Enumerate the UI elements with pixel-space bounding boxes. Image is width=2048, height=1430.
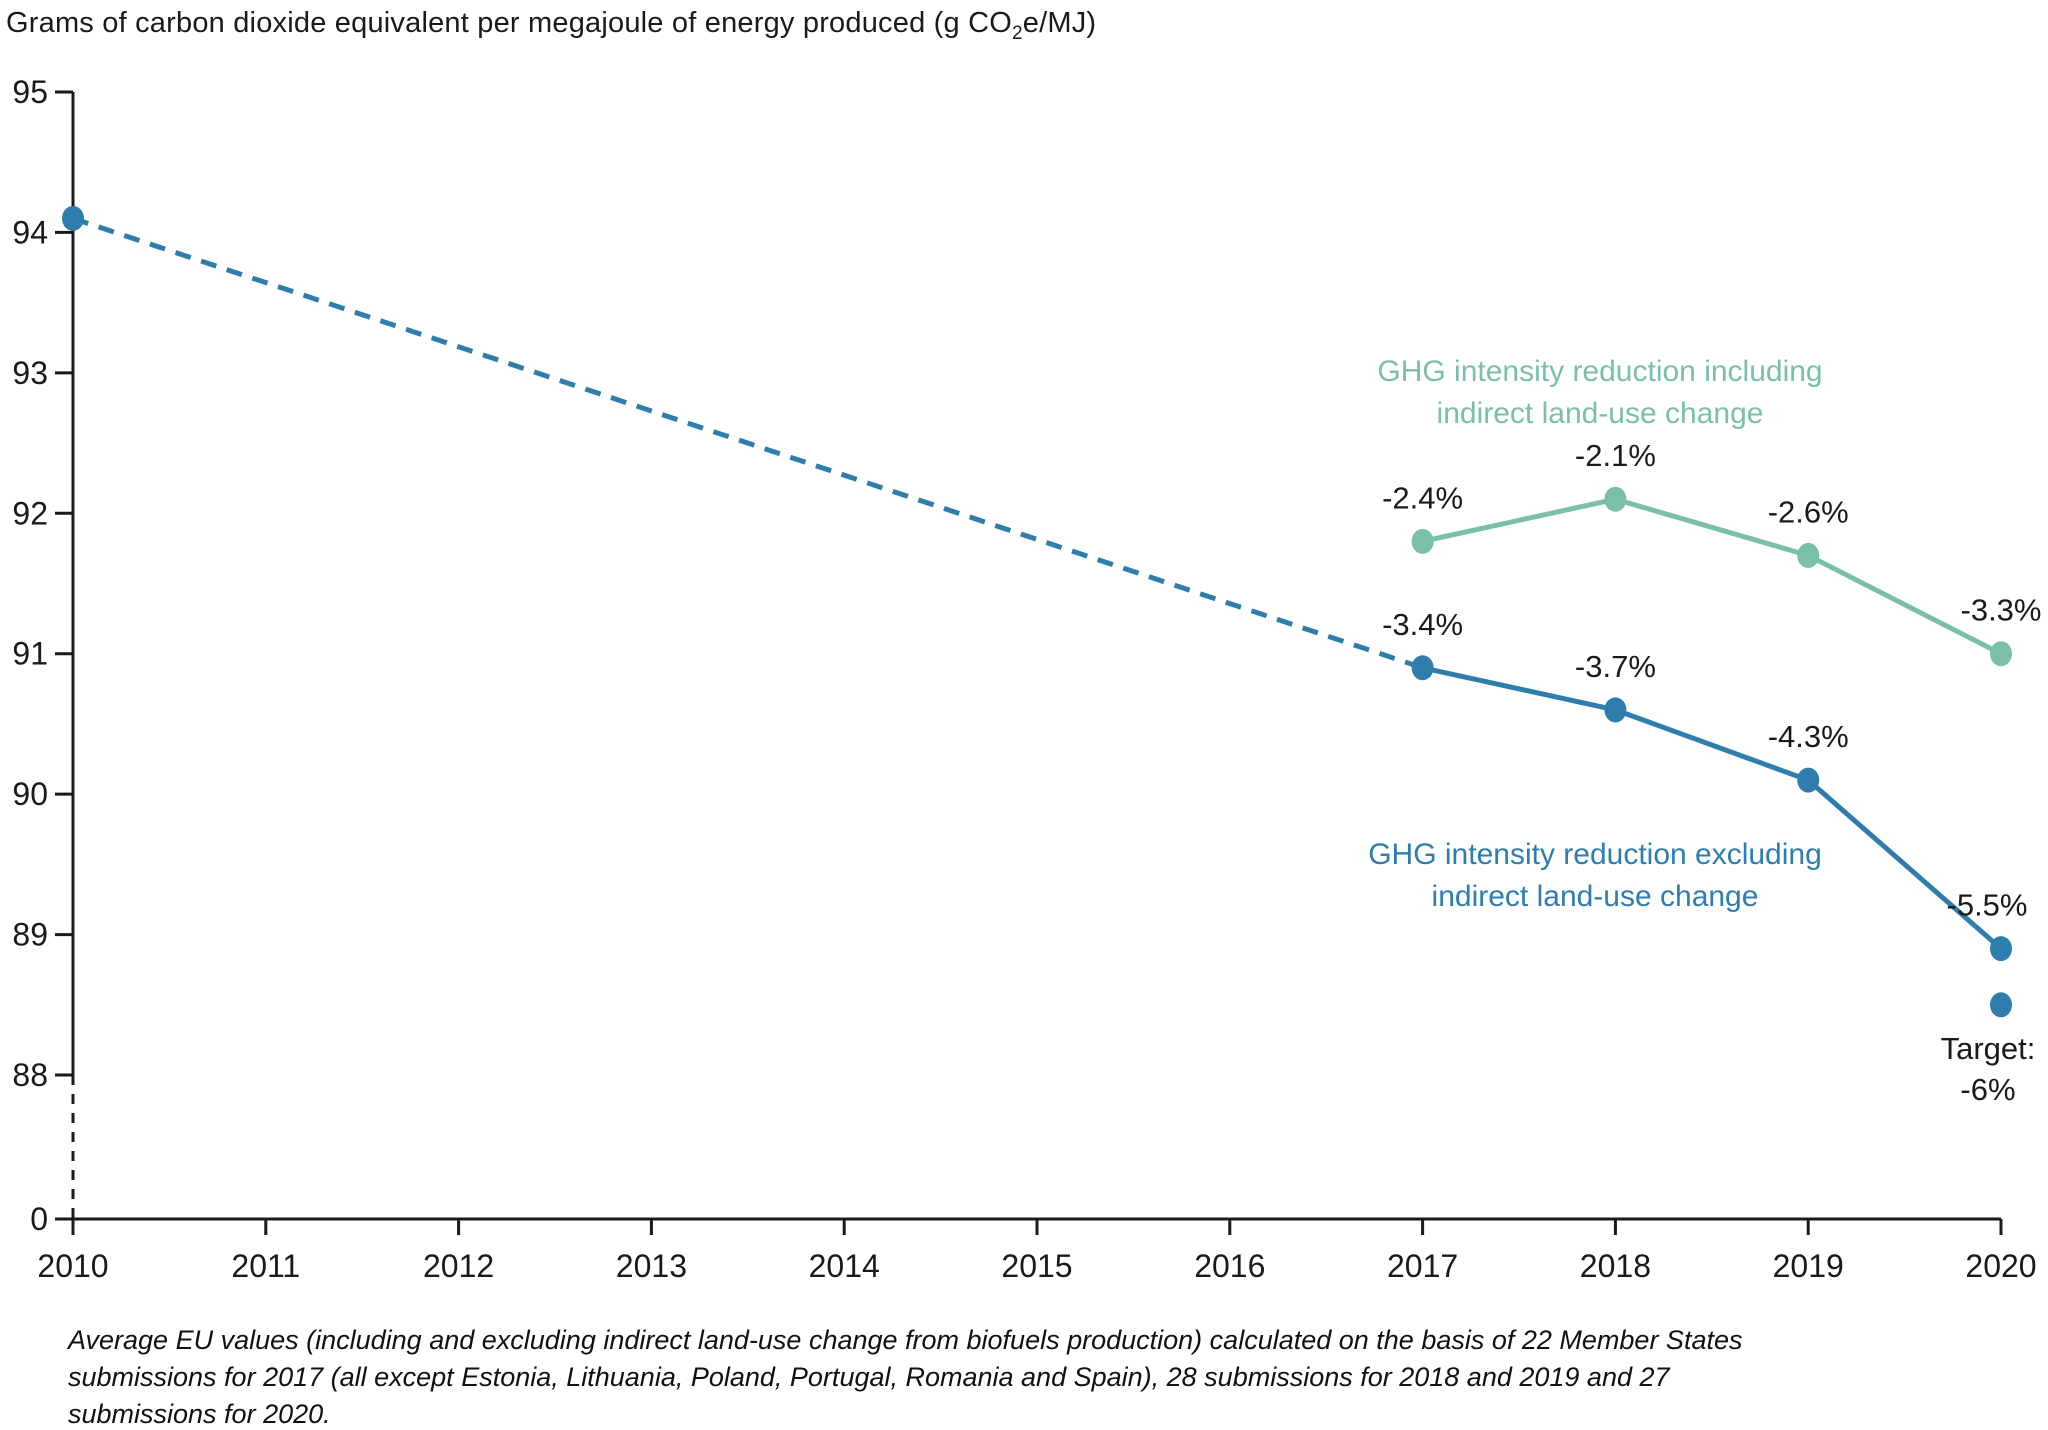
x-tick-label: 2012 [423, 1248, 494, 1284]
y-tick-label: 95 [12, 74, 48, 110]
data-point [1797, 542, 1820, 568]
footnote-line3: submissions for 2020. [68, 1399, 331, 1429]
y-tick-label: 0 [30, 1201, 48, 1237]
data-point-label: -3.7% [1575, 649, 1656, 684]
plot-area: 95 94 93 92 91 90 89 88 0 2010 2011 2012 2013 2014 201… [12, 74, 2042, 1284]
target-point [1990, 992, 2012, 1018]
legend-excluding-line2: indirect land-use change [1431, 880, 1759, 913]
footnote-line2: submissions for 2017 (all except Estonia… [68, 1362, 1670, 1392]
x-tick-label: 2010 [37, 1248, 108, 1284]
data-point [1411, 655, 1434, 681]
data-point-label: -2.4% [1382, 480, 1463, 515]
data-point [1990, 936, 2012, 962]
x-tick-label: 2019 [1773, 1248, 1844, 1284]
chart-title-text: Grams of carbon dioxide equivalent per m… [6, 7, 1012, 39]
target-label-line2: -6% [1960, 1072, 2016, 1107]
y-tick-label: 93 [12, 355, 48, 391]
legend-including-line1: GHG intensity reduction including [1377, 355, 1823, 388]
data-point-label: -4.3% [1768, 719, 1849, 754]
legend-including-iluc: GHG intensity reduction including indire… [1377, 351, 1822, 435]
series-line-excluding [1422, 665, 2003, 951]
x-tick-label: 2014 [809, 1248, 880, 1284]
y-tick-label: 89 [12, 917, 48, 953]
chart-title: Grams of carbon dioxide equivalent per m… [6, 7, 1097, 43]
data-point-label: -3.3% [1961, 593, 2042, 628]
data-point [1411, 528, 1434, 554]
x-tick-label: 2011 [231, 1248, 300, 1284]
x-tick-label: 2015 [1001, 1248, 1072, 1284]
y-tick-label: 90 [12, 776, 48, 812]
data-point [1604, 697, 1627, 723]
legend-excluding-line1: GHG intensity reduction excluding [1368, 838, 1822, 871]
data-point-label: -2.1% [1575, 438, 1656, 473]
legend-including-line2: indirect land-use change [1436, 397, 1764, 430]
data-point [1797, 767, 1820, 793]
target-label-line1: Target: [1940, 1031, 2036, 1066]
footnote-line1: Average EU values (including and excludi… [68, 1325, 1743, 1355]
x-tick-label: 2017 [1387, 1248, 1458, 1284]
chart-title-subscript: 2 [1012, 22, 1023, 44]
y-tick-label: 94 [12, 214, 48, 250]
y-tick-label: 91 [12, 636, 48, 672]
x-tick-label: 2013 [616, 1248, 687, 1284]
chart-title-units: e/MJ) [1022, 7, 1097, 39]
trend-line-dashed [72, 216, 1424, 671]
y-tick-label: 92 [12, 495, 48, 531]
data-point [1990, 641, 2012, 667]
series-line-including [1422, 496, 2003, 656]
x-tick-label: 2016 [1194, 1248, 1265, 1284]
data-point-label: -5.5% [1947, 888, 2028, 923]
target-label: Target: -6% [1888, 1028, 2048, 1110]
data-point [1604, 486, 1627, 512]
legend-excluding-iluc: GHG intensity reduction excluding indire… [1368, 834, 1822, 918]
x-tick-label: 2020 [1965, 1248, 2036, 1284]
x-tick-label: 2018 [1580, 1248, 1651, 1284]
y-tick-label: 88 [12, 1057, 48, 1093]
data-point-label: -2.6% [1768, 494, 1849, 529]
data-point-label: -3.4% [1382, 607, 1463, 642]
footnote: Average EU values (including and excludi… [68, 1322, 1742, 1430]
data-point-2010 [62, 205, 84, 231]
